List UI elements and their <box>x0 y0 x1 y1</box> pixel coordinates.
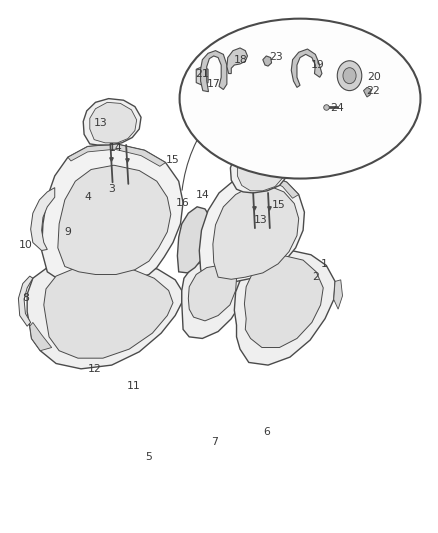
Polygon shape <box>68 144 166 166</box>
Text: 9: 9 <box>64 227 71 237</box>
Text: 6: 6 <box>264 427 271 437</box>
Text: 7: 7 <box>211 438 218 447</box>
Polygon shape <box>199 175 304 285</box>
Text: 22: 22 <box>366 86 380 95</box>
Polygon shape <box>42 144 183 284</box>
Polygon shape <box>244 256 323 348</box>
Circle shape <box>337 61 362 91</box>
Text: 11: 11 <box>127 382 141 391</box>
Polygon shape <box>58 165 171 274</box>
Polygon shape <box>234 251 335 365</box>
Polygon shape <box>364 87 371 97</box>
Text: 23: 23 <box>269 52 283 62</box>
Text: 24: 24 <box>330 103 344 113</box>
Text: 15: 15 <box>166 155 180 165</box>
Text: 21: 21 <box>195 69 209 78</box>
Text: 3: 3 <box>108 184 115 194</box>
Polygon shape <box>177 207 210 273</box>
Polygon shape <box>83 99 141 145</box>
Circle shape <box>343 68 356 84</box>
Ellipse shape <box>180 19 420 179</box>
Text: 13: 13 <box>94 118 108 127</box>
Text: 10: 10 <box>18 240 32 250</box>
Polygon shape <box>196 67 208 85</box>
Polygon shape <box>227 48 247 74</box>
Polygon shape <box>233 175 299 198</box>
Polygon shape <box>201 51 227 92</box>
Text: 14: 14 <box>196 190 210 199</box>
Text: 4: 4 <box>84 192 91 202</box>
Polygon shape <box>18 276 33 326</box>
Polygon shape <box>237 148 285 191</box>
Text: 12: 12 <box>87 364 101 374</box>
Text: 19: 19 <box>311 60 325 70</box>
Polygon shape <box>44 265 173 358</box>
Polygon shape <box>182 259 245 338</box>
Text: 20: 20 <box>367 72 381 82</box>
Polygon shape <box>230 144 290 193</box>
Text: 5: 5 <box>145 452 152 462</box>
Text: 18: 18 <box>234 55 248 64</box>
Text: 1: 1 <box>321 259 328 269</box>
Text: 17: 17 <box>206 79 220 89</box>
Polygon shape <box>31 188 55 251</box>
Polygon shape <box>334 280 343 309</box>
Polygon shape <box>263 56 272 66</box>
Polygon shape <box>27 259 182 369</box>
Text: 13: 13 <box>254 215 268 224</box>
Polygon shape <box>90 102 137 143</box>
Polygon shape <box>30 322 52 351</box>
Text: 8: 8 <box>22 294 29 303</box>
Text: 15: 15 <box>272 200 286 210</box>
Text: 14: 14 <box>108 143 122 153</box>
Polygon shape <box>213 185 299 279</box>
Text: 2: 2 <box>312 272 319 282</box>
Polygon shape <box>291 49 322 87</box>
Polygon shape <box>188 265 237 321</box>
Text: 16: 16 <box>176 198 190 207</box>
